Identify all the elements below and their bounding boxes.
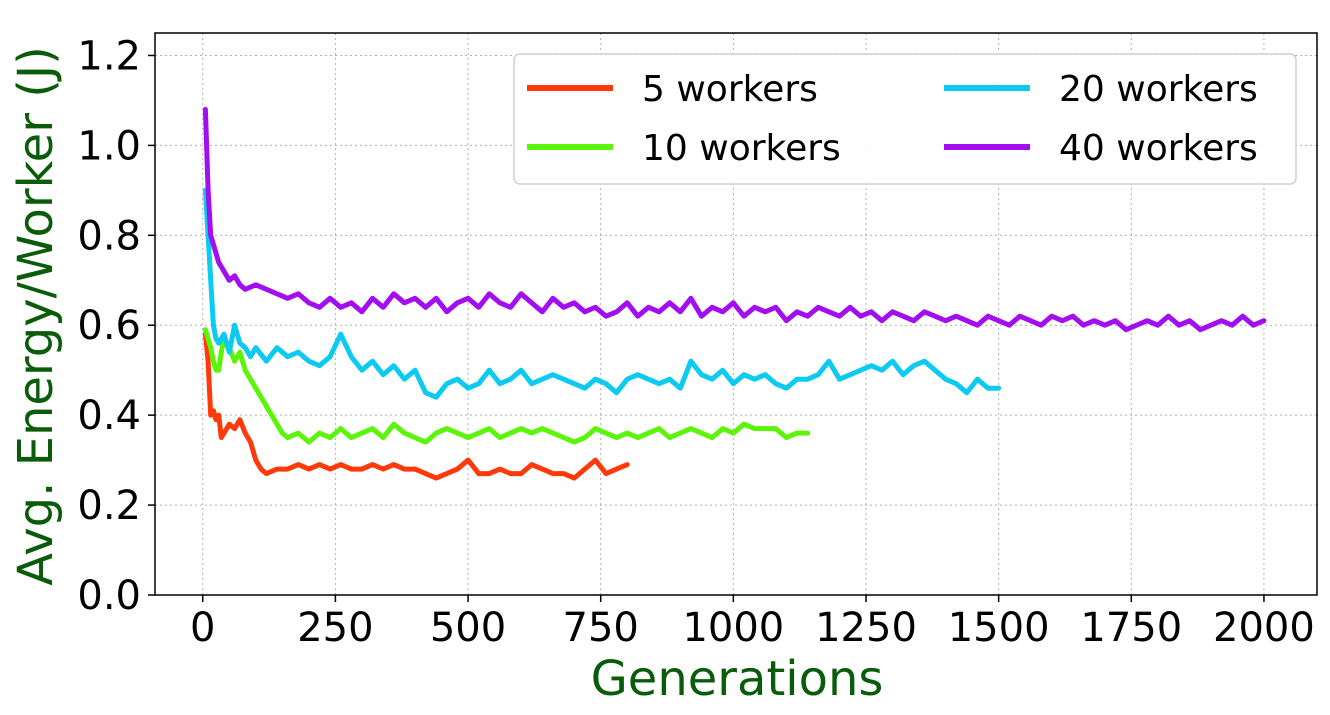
legend-label-3: 20 workers: [1059, 69, 1258, 110]
legend: 5 workers 10 workers 20 workers 40 workers: [513, 53, 1297, 185]
legend-label-4: 40 workers: [1059, 128, 1258, 169]
x-tick-label: 1500: [948, 605, 1050, 651]
legend-label-2: 10 workers: [642, 128, 841, 169]
x-tick-label: 0: [190, 605, 215, 651]
x-axis-ticks: 0 250 500 750 1000 1250 1500 1750 2000: [190, 595, 1315, 651]
x-tick-label: 250: [297, 605, 373, 651]
series-line-4: [202, 106, 1267, 333]
plot-frame: [154, 32, 1318, 596]
y-tick-label: 1.2: [77, 33, 141, 79]
x-tick-label: 750: [563, 605, 639, 651]
series-line-3: [202, 187, 1002, 400]
y-tick-label: 1.0: [77, 123, 141, 169]
y-tick-label: 0.6: [77, 303, 141, 349]
x-tick-label: 1750: [1080, 605, 1182, 651]
y-tick-label: 0.0: [77, 573, 141, 619]
series-line-1: [202, 331, 630, 481]
series-lines: [202, 106, 1267, 481]
y-axis-ticks: 0.0 0.2 0.4 0.6 0.8 1.0 1.2: [77, 33, 155, 619]
y-tick-label: 0.2: [77, 483, 141, 529]
x-tick-label: 2000: [1213, 605, 1315, 651]
legend-box: [513, 53, 1297, 185]
x-axis-label: Generations: [591, 651, 884, 707]
series-line-2: [202, 327, 811, 445]
legend-label-1: 5 workers: [642, 69, 818, 110]
x-tick-label: 1250: [815, 605, 917, 651]
x-tick-label: 1000: [682, 605, 784, 651]
x-tick-label: 500: [430, 605, 506, 651]
y-tick-label: 0.8: [77, 213, 141, 259]
y-axis-label: Avg. Energy/Worker (J): [8, 46, 64, 586]
y-tick-label: 0.4: [77, 393, 141, 439]
